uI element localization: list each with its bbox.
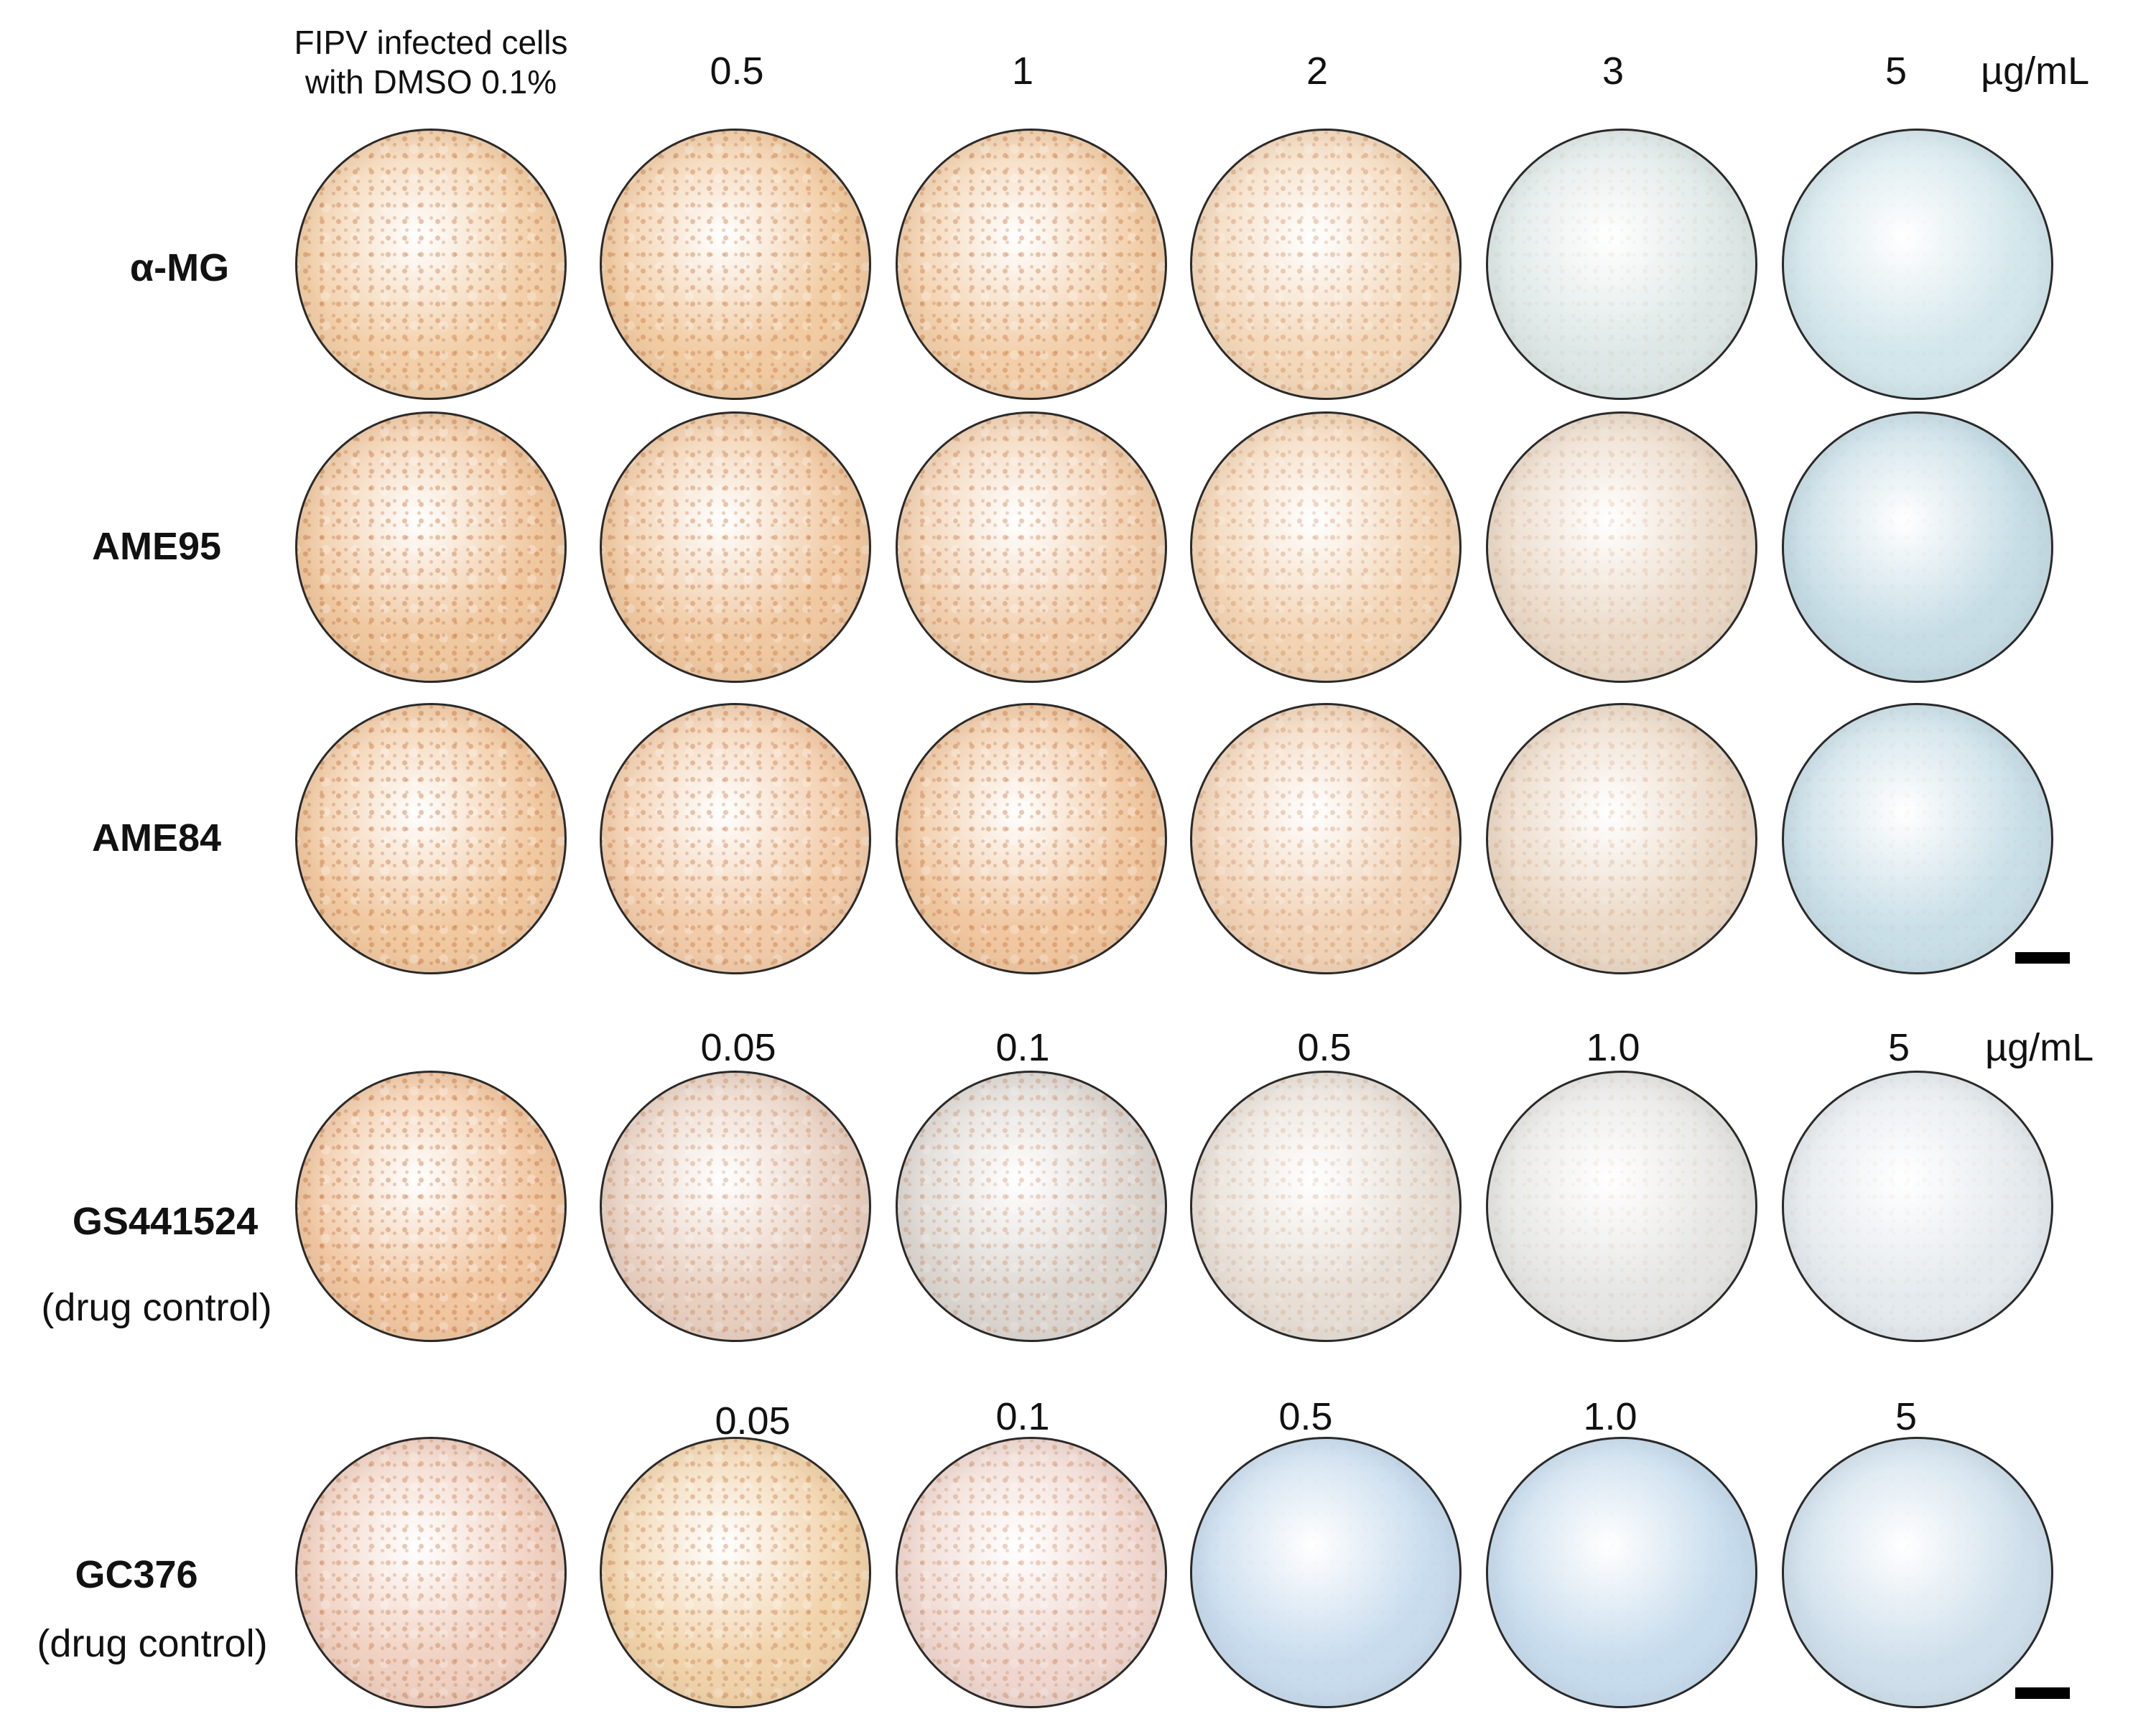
cell-culture-well [896,1437,1167,1708]
cell-culture-well [1190,703,1462,974]
cell-culture-well [896,129,1167,400]
concentration-label: 5 [1885,50,1908,93]
row-sublabel: (drug control) [41,1286,272,1329]
cell-culture-well [1782,1071,2053,1342]
cell-culture-well [1782,703,2053,974]
cell-culture-well [1190,411,1462,683]
concentration-label: 5 [1887,1026,1910,1069]
concentration-label: 1.0 [1586,1026,1640,1069]
concentration-label: 5 [1895,1395,1918,1438]
scale-bar [2015,952,2070,964]
cell-culture-well [600,129,871,400]
cell-culture-well [295,1437,567,1708]
cell-culture-well [1190,1437,1462,1708]
unit-label: µg/mL [1981,50,2090,93]
concentration-label: 0.1 [995,1395,1050,1438]
cell-culture-well [600,703,871,974]
cell-culture-well [1782,411,2053,683]
cell-culture-well [600,411,871,683]
concentration-label: 0.1 [995,1026,1050,1069]
cell-culture-well [1190,1071,1462,1342]
row-sublabel: (drug control) [37,1622,268,1665]
concentration-label: 0.5 [1297,1026,1352,1069]
cell-culture-well [1486,1071,1757,1342]
concentration-label: 2 [1306,50,1329,93]
cell-culture-well [600,1071,871,1342]
concentration-label: 1 [1011,50,1034,93]
cell-culture-well [1486,411,1757,683]
concentration-label: 0.5 [710,50,764,93]
concentration-label: 1.0 [1583,1395,1637,1438]
control-header-line: FIPV infected cells [294,24,568,61]
row-label: GS441524 [72,1200,259,1243]
cell-culture-well [1190,129,1462,400]
cell-culture-well [600,1437,871,1708]
concentration-label: 0.05 [700,1026,776,1069]
row-label: GC376 [75,1553,198,1596]
control-header-line: with DMSO 0.1% [305,63,557,101]
unit-label: µg/mL [1985,1026,2094,1069]
row-label: AME84 [91,816,222,860]
cell-culture-well [295,129,567,400]
concentration-label: 0.5 [1278,1395,1333,1438]
concentration-label: 0.05 [715,1399,791,1443]
row-label: α-MG [129,246,230,289]
concentration-label: 3 [1602,50,1625,93]
control-column-header: FIPV infected cells with DMSO 0.1% [294,23,568,102]
cell-culture-well [896,411,1167,683]
cell-culture-well [1782,129,2053,400]
scale-bar [2015,1687,2070,1699]
row-label: AME95 [91,525,222,568]
cell-culture-well [295,411,567,683]
cell-culture-well [896,703,1167,974]
cell-culture-well [1486,1437,1757,1708]
cell-culture-well [1486,129,1757,400]
cell-culture-well [1486,703,1757,974]
cell-culture-well [295,703,567,974]
cell-culture-well [896,1071,1167,1342]
cell-culture-well [1782,1437,2053,1708]
cell-culture-well [295,1071,567,1342]
